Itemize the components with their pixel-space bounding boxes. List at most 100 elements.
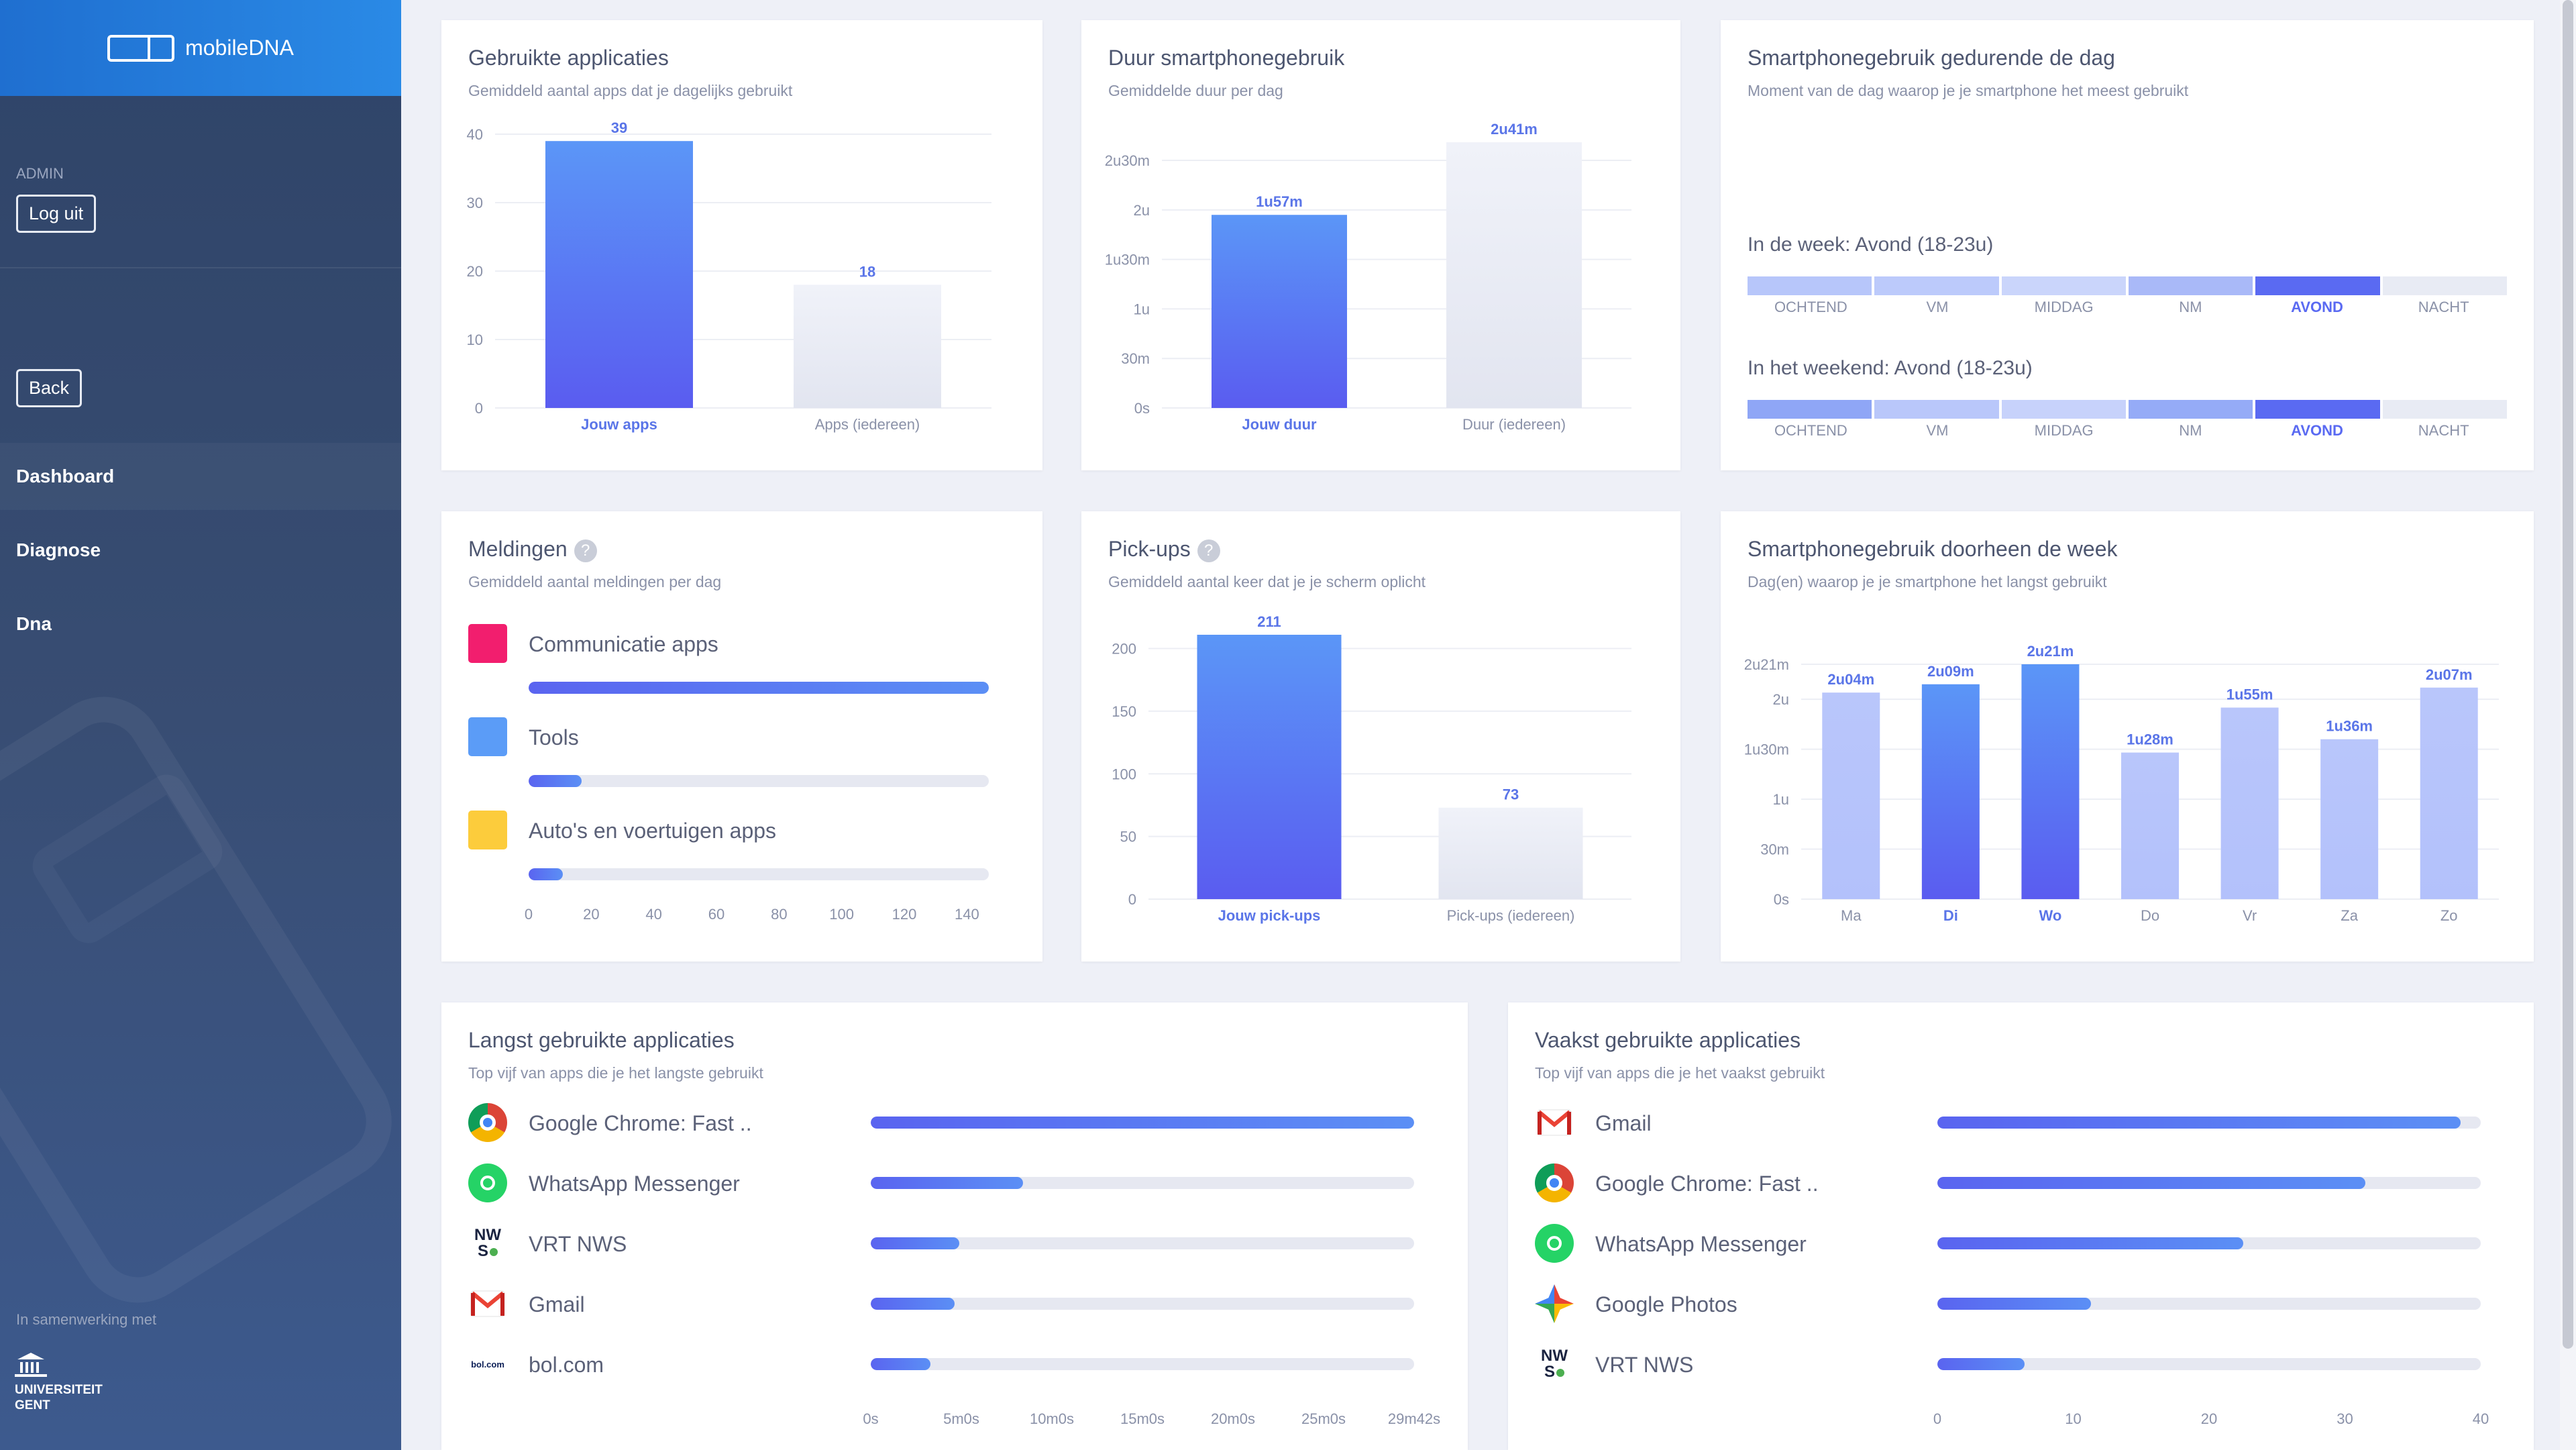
card-subtitle: Moment van de dag waarop je je smartphon… bbox=[1748, 82, 2189, 99]
nws-text: NW bbox=[1541, 1347, 1568, 1365]
week-usage-chart: 0s 30m 1u 1u30m 2u 2u21m 2u04m Ma 2u09m Di 2u21m Wo… bbox=[1744, 643, 2499, 924]
segment-avond[interactable] bbox=[2255, 276, 2380, 295]
sidebar-item-dashboard[interactable]: Dashboard bbox=[0, 443, 401, 510]
x-tick-label: Do bbox=[2141, 907, 2159, 924]
ugent-logo[interactable]: UNIVERSITEIT GENT bbox=[15, 1353, 103, 1413]
notification-category[interactable]: Communicatie apps bbox=[468, 624, 991, 698]
notification-axis: 0 20 40 60 80 100 120 140 bbox=[525, 906, 989, 926]
segment-label: VM bbox=[1926, 422, 1949, 439]
app-name: WhatsApp Messenger bbox=[529, 1172, 740, 1196]
segment-label: NACHT bbox=[2418, 299, 2469, 315]
bol-text: bol.com bbox=[471, 1359, 504, 1369]
bar-zo[interactable] bbox=[2420, 687, 2478, 899]
app-row[interactable]: Google Chrome: Fast .. bbox=[468, 1103, 1448, 1143]
data-label: 73 bbox=[1503, 786, 1519, 803]
y-tick-label: 150 bbox=[1112, 703, 1136, 720]
logo-bar[interactable]: mobileDNA bbox=[0, 0, 401, 96]
notification-category[interactable]: Tools bbox=[468, 717, 991, 791]
card-time-of-day: Smartphonegebruik gedurende de dag Momen… bbox=[1721, 20, 2534, 470]
category-bar-fill bbox=[529, 868, 564, 880]
card-subtitle: Gemiddelde duur per dag bbox=[1108, 82, 1283, 99]
segment-label: NM bbox=[2179, 422, 2202, 439]
y-tick-label: 1u30m bbox=[1744, 741, 1789, 758]
segment-avond[interactable] bbox=[2255, 400, 2380, 419]
app-bar-track bbox=[1937, 1117, 2481, 1129]
scrollbar-thumb[interactable] bbox=[2563, 0, 2573, 1349]
bar-vr[interactable] bbox=[2220, 707, 2279, 899]
bar-za[interactable] bbox=[2320, 739, 2379, 899]
weekend-time-bar bbox=[1748, 400, 2507, 419]
app-bar-fill bbox=[871, 1298, 955, 1310]
bar-do[interactable] bbox=[2121, 752, 2179, 899]
bar-apps-iedereen-[interactable] bbox=[794, 284, 941, 408]
app-row[interactable]: Gmail bbox=[468, 1284, 1448, 1325]
app-bar-track bbox=[1937, 1358, 2481, 1370]
category-bar-track bbox=[529, 775, 989, 787]
segment-middag[interactable] bbox=[2001, 276, 2126, 295]
bar-jouw-duur[interactable] bbox=[1212, 215, 1347, 408]
pickups-chart: 0 50 100 150 200 211 Jouw pick-ups 73 Pick-ups (… bbox=[1112, 613, 1631, 924]
axis-tick-label: 80 bbox=[771, 906, 788, 923]
card-used-apps: Gebruikte applicaties Gemiddeld aantal a… bbox=[441, 20, 1042, 470]
scrollbar[interactable] bbox=[2560, 0, 2576, 1450]
axis-tick-label: 10 bbox=[2065, 1410, 2082, 1427]
app-row[interactable]: Google Chrome: Fast .. bbox=[1535, 1163, 2514, 1204]
segment-nm[interactable] bbox=[2128, 400, 2253, 419]
app-row[interactable]: Gmail bbox=[1535, 1103, 2514, 1143]
segment-label: VM bbox=[1926, 299, 1949, 315]
week-time-bar bbox=[1748, 276, 2507, 295]
segment-label: MIDDAG bbox=[2034, 299, 2094, 315]
app-bar-fill bbox=[1937, 1298, 2091, 1310]
ugent-building-icon bbox=[15, 1353, 47, 1377]
app-row[interactable]: NW S VRT NWS bbox=[1535, 1345, 2514, 1385]
bar-jouw-apps[interactable] bbox=[545, 141, 693, 408]
duration-chart: 0s 30m 1u 1u30m 2u 2u30m 1u57m Jouw duur 2u41m Du… bbox=[1105, 121, 1631, 433]
help-icon[interactable]: ? bbox=[1197, 539, 1220, 562]
app-row[interactable]: NW S VRT NWS bbox=[468, 1224, 1448, 1264]
app-row[interactable]: bol.com bol.com bbox=[468, 1345, 1448, 1385]
segment-vm[interactable] bbox=[1874, 276, 1999, 295]
app-name: Gmail bbox=[529, 1292, 585, 1316]
segment-nacht[interactable] bbox=[2382, 276, 2507, 295]
app-row[interactable]: WhatsApp Messenger bbox=[1535, 1224, 2514, 1264]
axis-tick-label: 20m0s bbox=[1210, 1410, 1256, 1427]
app-bar-track bbox=[871, 1237, 1414, 1249]
sidebar-item-dna[interactable]: Dna bbox=[16, 613, 52, 634]
bar-ma[interactable] bbox=[1822, 692, 1880, 899]
app-row[interactable]: Google Photos bbox=[1535, 1284, 2514, 1325]
card-title: Pick-ups? bbox=[1108, 537, 1220, 562]
axis-tick-label: 20 bbox=[2200, 1410, 2218, 1427]
card-title-text: Pick-ups bbox=[1108, 537, 1191, 561]
bar-wo[interactable] bbox=[2021, 664, 2080, 899]
back-button[interactable]: Back bbox=[16, 369, 83, 407]
bar-pick-ups-iedereen-[interactable] bbox=[1438, 807, 1583, 899]
segment-nacht[interactable] bbox=[2382, 400, 2507, 419]
help-icon[interactable]: ? bbox=[574, 539, 597, 562]
segment-ochtend[interactable] bbox=[1748, 276, 1872, 295]
logout-button[interactable]: Log uit bbox=[16, 195, 97, 233]
axis-tick-label: 30 bbox=[2337, 1410, 2353, 1427]
y-tick-label: 0s bbox=[1134, 400, 1150, 417]
notification-category[interactable]: Auto's en voertuigen apps bbox=[468, 811, 991, 884]
nws-text: NW bbox=[474, 1226, 501, 1244]
segment-middag[interactable] bbox=[2001, 400, 2126, 419]
segment-vm[interactable] bbox=[1874, 400, 1999, 419]
app-name: WhatsApp Messenger bbox=[1595, 1232, 1807, 1256]
data-label: 2u07m bbox=[2426, 666, 2473, 683]
x-tick-label: Duur (iedereen) bbox=[1462, 416, 1566, 433]
google-photos-icon bbox=[1535, 1284, 1574, 1323]
data-label: 39 bbox=[611, 119, 627, 136]
axis-tick-label: 40 bbox=[645, 906, 662, 923]
axis-tick-label: 0 bbox=[1933, 1410, 1942, 1427]
y-tick-label: 30 bbox=[467, 195, 483, 211]
bar-jouw-pick-ups[interactable] bbox=[1197, 635, 1342, 899]
category-bar-track bbox=[529, 868, 989, 880]
axis-tick-label: 40 bbox=[2472, 1410, 2489, 1427]
sidebar-item-diagnose[interactable]: Diagnose bbox=[16, 539, 101, 560]
app-row[interactable]: WhatsApp Messenger bbox=[468, 1163, 1448, 1204]
segment-nm[interactable] bbox=[2128, 276, 2253, 295]
bar-duur-iedereen-[interactable] bbox=[1446, 142, 1582, 408]
bar-di[interactable] bbox=[1921, 684, 1980, 899]
segment-ochtend[interactable] bbox=[1748, 400, 1872, 419]
vrt-nws-icon: NW S bbox=[468, 1224, 507, 1263]
